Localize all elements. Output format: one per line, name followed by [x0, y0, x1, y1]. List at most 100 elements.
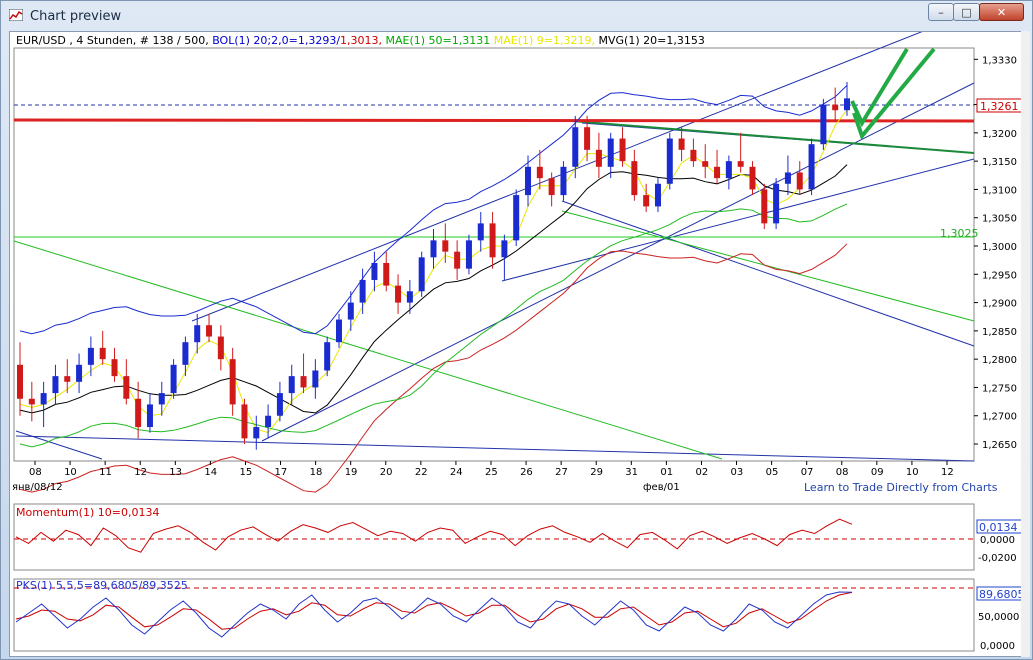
- bollinger-upper: [19, 85, 848, 335]
- candle-body: [536, 166, 543, 179]
- price-tick: 1,2700: [982, 412, 1017, 423]
- time-tick: 08: [836, 467, 849, 478]
- date-start-label: янв/08/12: [12, 482, 63, 493]
- candle-body: [312, 370, 319, 388]
- candle-body: [300, 376, 307, 388]
- momentum-tick-1: -0,0200: [978, 553, 1017, 564]
- candle-body: [182, 342, 189, 365]
- momentum-tick-0: 0,0000: [980, 535, 1015, 546]
- candle-body: [28, 398, 35, 405]
- close-button[interactable]: ✕: [979, 3, 1024, 21]
- candle-body: [241, 404, 248, 439]
- candle-body: [288, 376, 295, 394]
- candle-body: [253, 427, 260, 439]
- candle-body: [501, 240, 508, 258]
- candle-body: [465, 240, 472, 269]
- pks-k-line: [15, 591, 853, 638]
- time-tick: 29: [590, 467, 603, 478]
- header-segment-4: MAE(1) 9=1,3219,: [494, 34, 599, 47]
- candle-body: [525, 166, 532, 196]
- title-bar[interactable]: Chart preview – □ ✕: [1, 1, 1032, 31]
- price-tick: 1,2950: [982, 270, 1017, 281]
- price-tick: 1,3330: [982, 55, 1017, 66]
- mae50-line: [19, 203, 848, 448]
- pks-tick-0: 50,0000: [978, 612, 1019, 623]
- time-tick: 25: [485, 467, 498, 478]
- candle-body: [737, 161, 744, 167]
- candle-body: [324, 342, 331, 371]
- candle-body: [123, 376, 130, 399]
- candle-body: [619, 138, 626, 162]
- price-tick: 1,3000: [982, 242, 1017, 253]
- pks-label: PKS(1) 5,5,5=89,6805/89,3525: [16, 579, 188, 592]
- candle-body: [229, 359, 236, 405]
- candle-body: [702, 161, 709, 167]
- chart-app-icon: [9, 9, 23, 21]
- time-tick: 19: [345, 467, 358, 478]
- right-scrollbar[interactable]: [1021, 31, 1030, 657]
- candle-body: [64, 376, 71, 382]
- learn-to-trade-link[interactable]: Learn to Trade Directly from Charts: [804, 481, 998, 494]
- momentum-line: [15, 518, 853, 553]
- momentum-value: 0,0134: [979, 521, 1018, 534]
- candle-body: [584, 127, 591, 150]
- candle-body: [773, 183, 780, 224]
- candle-body: [359, 279, 366, 303]
- header-segment-3: MAE(1) 50=1,3131: [386, 34, 494, 47]
- candle-body: [808, 144, 815, 190]
- time-tick: 01: [660, 467, 673, 478]
- time-tick: 14: [204, 467, 217, 478]
- candle-body: [206, 325, 213, 337]
- time-tick: 03: [731, 467, 744, 478]
- time-tick: 10: [906, 467, 919, 478]
- header-segment-5: MVG(1) 20=1,3153: [599, 34, 705, 47]
- chart-area[interactable]: 1,33301,32501,32001,31501,31001,30501,30…: [9, 10, 1029, 657]
- candle-body: [406, 291, 413, 303]
- time-tick: 08: [29, 467, 42, 478]
- forecast-arrows: [850, 47, 936, 141]
- maximize-button[interactable]: □: [953, 3, 980, 21]
- header-segment-1: BOL(1) 20;2,0=1,3293/: [212, 34, 340, 47]
- time-tick: 15: [239, 467, 252, 478]
- price-tick: 1,2850: [982, 327, 1017, 338]
- candle-body: [489, 223, 496, 258]
- candle-body: [146, 404, 153, 428]
- candle-body: [631, 161, 638, 196]
- candle-body: [572, 127, 579, 167]
- candle-body: [654, 183, 661, 207]
- time-tick: 20: [380, 467, 393, 478]
- price-tick: 1,2900: [982, 299, 1017, 310]
- price-tick: 1,3050: [982, 214, 1017, 225]
- candle-body: [52, 376, 59, 394]
- time-tick: 05: [766, 467, 779, 478]
- pks-tick-1: 0,0000: [980, 641, 1015, 652]
- minimize-button[interactable]: –: [928, 3, 954, 21]
- candle-body: [560, 166, 567, 196]
- candle-body: [194, 325, 201, 343]
- chart-canvas[interactable]: 1,33301,32501,32001,31501,31001,30501,30…: [10, 10, 1028, 656]
- price-tick: 1,2750: [982, 383, 1017, 394]
- candle-body: [135, 398, 142, 428]
- candle-body: [430, 240, 437, 258]
- pks-value: 89,6805: [979, 588, 1025, 601]
- candle-body: [217, 336, 224, 360]
- support-level-label: 1,3025: [940, 227, 979, 240]
- candle-body: [17, 364, 23, 399]
- window-title: Chart preview: [30, 9, 122, 24]
- last-price-label: 1,3261: [980, 100, 1019, 113]
- candle-body: [170, 364, 177, 394]
- candle-body: [99, 347, 106, 360]
- time-tick: 24: [450, 467, 463, 478]
- candle-body: [477, 223, 484, 241]
- candle-body: [690, 149, 697, 162]
- candle-body: [158, 393, 165, 405]
- candle-body: [844, 98, 850, 111]
- candlestick-series: [17, 81, 850, 450]
- candle-body: [513, 195, 520, 241]
- candle-body: [442, 240, 449, 252]
- time-axis: 08 10 11 12 13 14 15 17 18 19 20 22 24 25 26 27 29 31 01 02…: [29, 461, 954, 478]
- candle-body: [40, 393, 47, 405]
- candle-body: [454, 251, 461, 269]
- close-icon: ✕: [996, 5, 1007, 19]
